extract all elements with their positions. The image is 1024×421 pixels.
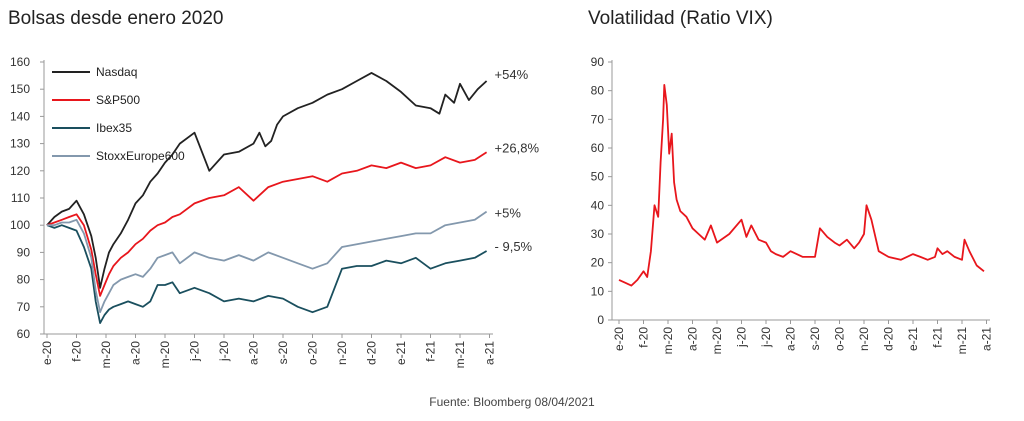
x-tick-label: a-20 bbox=[784, 327, 798, 351]
y-tick-label: 120 bbox=[10, 164, 30, 178]
x-tick-label: s-20 bbox=[808, 327, 822, 351]
x-tick-label: a-20 bbox=[129, 341, 143, 365]
y-tick-label: 70 bbox=[17, 300, 31, 314]
x-tick-label: d-20 bbox=[365, 341, 379, 365]
x-tick-label: a-20 bbox=[686, 327, 700, 351]
y-tick-label: 70 bbox=[591, 112, 605, 126]
x-tick-label: e-20 bbox=[40, 341, 54, 365]
y-tick-label: 160 bbox=[10, 55, 30, 69]
x-tick-label: m-20 bbox=[158, 341, 172, 369]
chart-title-vix: Volatilidad (Ratio VIX) bbox=[588, 8, 773, 29]
y-tick-label: 60 bbox=[17, 327, 31, 341]
y-tick-label: 80 bbox=[17, 273, 31, 287]
x-tick-label: s-20 bbox=[276, 341, 290, 365]
x-tick-label: m-20 bbox=[710, 327, 724, 355]
y-tick-label: 0 bbox=[597, 313, 604, 327]
series-line-nasdaq bbox=[46, 72, 488, 289]
y-tick-label: 150 bbox=[10, 82, 30, 96]
x-tick-label: m-20 bbox=[99, 341, 113, 369]
x-tick-label: j-20 bbox=[759, 327, 773, 348]
series-end-label: +54% bbox=[495, 67, 529, 82]
chart-title-bolsas: Bolsas desde enero 2020 bbox=[8, 8, 224, 29]
x-tick-label: e-20 bbox=[612, 327, 626, 351]
source-note: Fuente: Bloomberg 08/04/2021 bbox=[429, 395, 595, 409]
series-end-label: +5% bbox=[495, 206, 522, 221]
y-tick-label: 130 bbox=[10, 137, 30, 151]
y-tick-label: 140 bbox=[10, 109, 30, 123]
x-tick-label: a-21 bbox=[980, 327, 994, 351]
y-tick-label: 110 bbox=[11, 191, 30, 205]
series-line-stoxxeurope600 bbox=[47, 210, 488, 314]
y-tick-label: 50 bbox=[591, 170, 605, 184]
x-tick-label: f-21 bbox=[424, 341, 438, 362]
y-tick-label: 90 bbox=[17, 245, 31, 259]
x-tick-label: n-20 bbox=[857, 327, 871, 351]
x-tick-label: m-21 bbox=[453, 341, 467, 369]
legend-item: Nasdaq bbox=[96, 65, 137, 79]
y-tick-label: 90 bbox=[591, 55, 605, 69]
series-line-s-p500 bbox=[46, 151, 488, 297]
y-tick-label: 40 bbox=[591, 198, 605, 212]
series-line-ibex35 bbox=[46, 224, 488, 325]
y-tick-label: 20 bbox=[591, 256, 605, 270]
y-tick-label: 30 bbox=[591, 227, 605, 241]
x-tick-label: j-20 bbox=[735, 327, 749, 348]
series-end-label: +26,8% bbox=[495, 140, 540, 155]
legend-item: S&P500 bbox=[96, 93, 140, 107]
series-end-label: - 9,5% bbox=[495, 239, 533, 254]
x-tick-label: o-20 bbox=[833, 327, 847, 351]
x-tick-label: o-20 bbox=[306, 341, 320, 365]
x-tick-label: f-21 bbox=[931, 327, 945, 348]
legend-item: Ibex35 bbox=[96, 121, 132, 135]
x-tick-label: n-20 bbox=[335, 341, 349, 365]
legend-item: StoxxEurope600 bbox=[96, 149, 185, 163]
series-line-vix bbox=[618, 84, 985, 287]
x-tick-label: j-20 bbox=[217, 341, 231, 362]
x-tick-label: e-21 bbox=[394, 341, 408, 365]
x-tick-label: a-21 bbox=[483, 341, 497, 365]
y-tick-label: 10 bbox=[591, 284, 605, 298]
x-tick-label: e-21 bbox=[906, 327, 920, 351]
y-tick-label: 80 bbox=[591, 84, 605, 98]
x-tick-label: d-20 bbox=[882, 327, 896, 351]
x-tick-label: f-20 bbox=[70, 341, 84, 362]
x-tick-label: m-21 bbox=[955, 327, 969, 355]
x-tick-label: a-20 bbox=[247, 341, 261, 365]
x-tick-label: j-20 bbox=[188, 341, 202, 362]
x-tick-label: m-20 bbox=[661, 327, 675, 355]
x-tick-label: f-20 bbox=[637, 327, 651, 348]
y-tick-label: 100 bbox=[10, 218, 30, 232]
y-tick-label: 60 bbox=[591, 141, 605, 155]
